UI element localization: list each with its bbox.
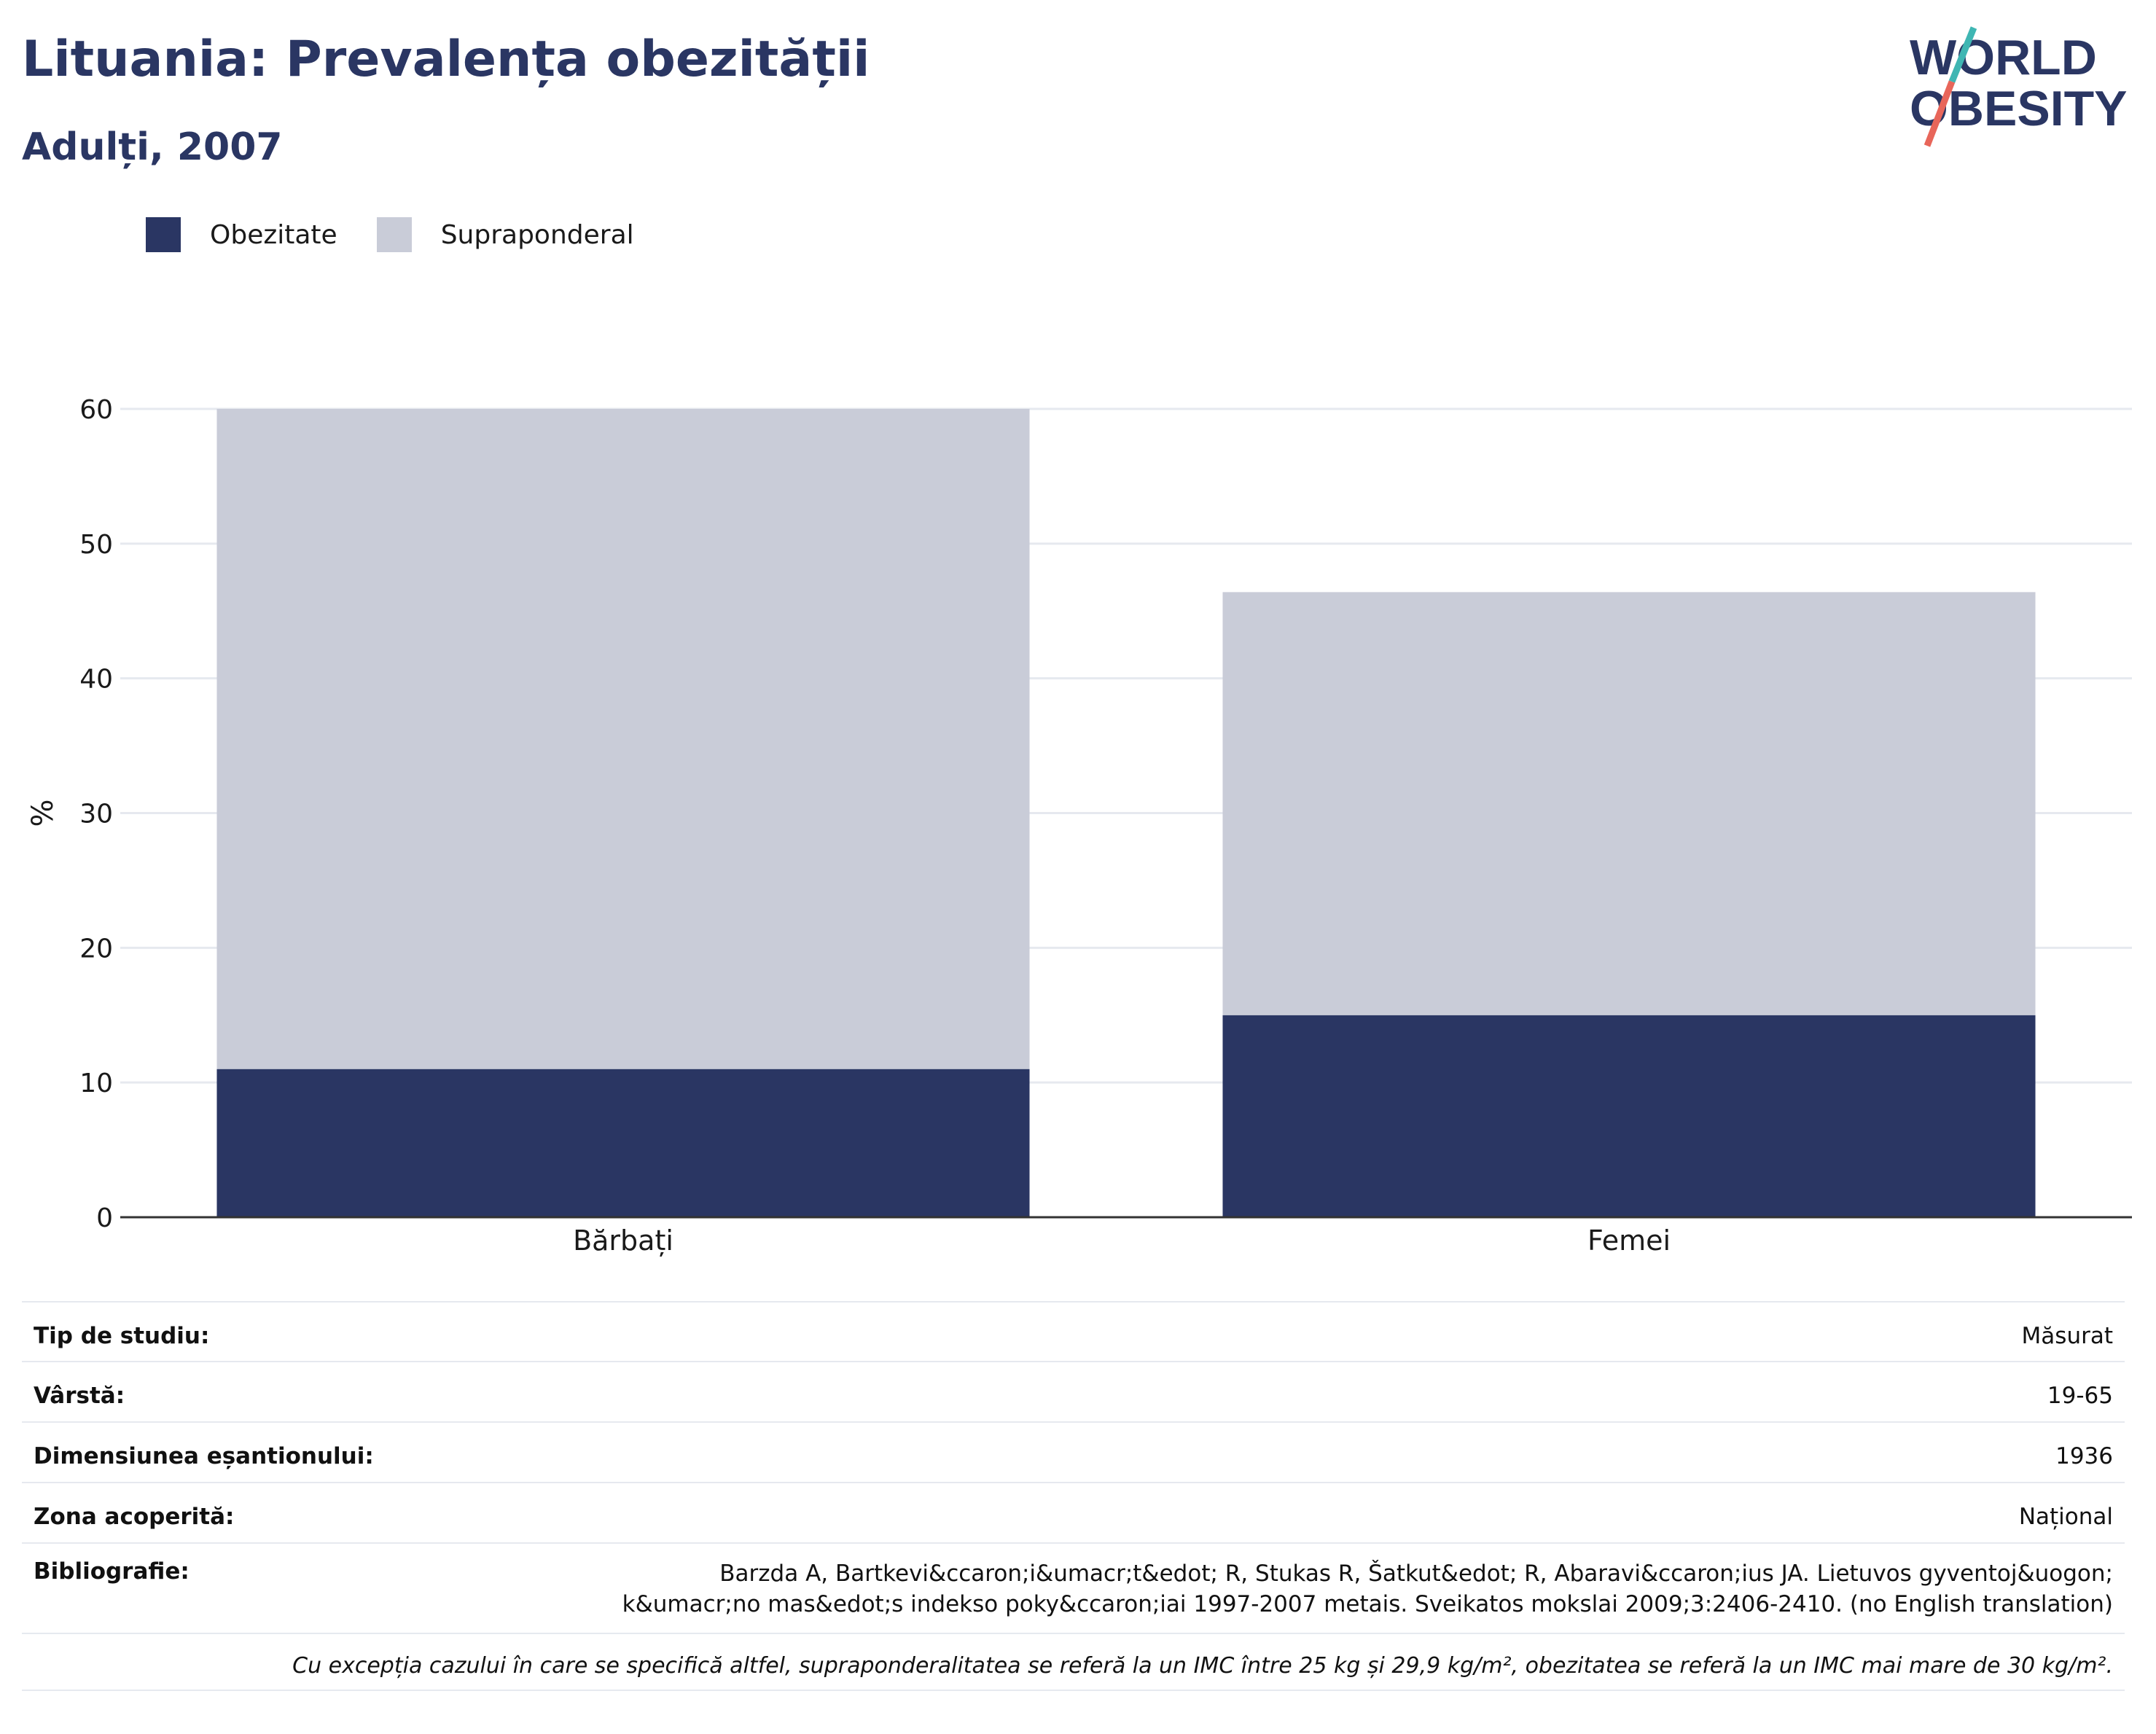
bibliography-label: Bibliografie: [34,1558,190,1585]
area-value: Național [2018,1504,2113,1530]
study-type-value: Măsurat [2021,1323,2113,1349]
study-info-table: Tip de studiu: Măsurat Vârstă: 19-65 Dim… [22,1301,2125,1691]
legend-item-overweight: Supraponderal [376,217,634,252]
y-tick-label: 0 [96,1203,113,1233]
age-value: 19-65 [2047,1383,2113,1409]
legend-item-obesity: Obezitate [146,217,337,252]
bibliography-value: Barzda A, Bartkevi&ccaron;i&umacr;t&edot… [622,1561,2113,1617]
info-row-bibliography: Bibliografie: Barzda A, Bartkevi&ccaron;… [22,1542,2125,1633]
page-subtitle: Adulți, 2007 [22,125,283,169]
sample-size-value: 1936 [2055,1443,2113,1469]
sample-size-label: Dimensiunea eșantionului: [34,1443,374,1469]
info-row-sample-size: Dimensiunea eșantionului: 1936 [22,1421,2125,1482]
bar-overweight-women [1222,592,2036,1015]
y-axis-title: % [26,799,60,827]
y-tick-label: 20 [79,934,113,964]
area-label: Zona acoperită: [34,1504,235,1530]
info-row-study-type: Tip de studiu: Măsurat [22,1301,2125,1361]
y-tick-label: 10 [79,1069,113,1098]
y-tick-label: 60 [79,395,113,425]
study-type-label: Tip de studiu: [34,1323,210,1349]
info-row-age: Vârstă: 19-65 [22,1361,2125,1421]
definition-note: Cu excepția cazului în care se specifică… [22,1633,2125,1691]
x-tick-label: Bărbați [573,1225,673,1257]
bar-obesity-men [216,1069,1030,1217]
legend-label-obesity: Obezitate [210,219,337,250]
world-obesity-logo: WORLD OBESITY [1910,26,2128,147]
page-title: Lituania: Prevalența obezității [22,31,870,88]
y-tick-label: 50 [79,530,113,560]
y-tick-label: 30 [79,800,113,829]
chart-legend: Obezitate Supraponderal [146,217,673,252]
stacked-bar-chart: 0 10 20 30 40 50 60% Bărbați Femei [26,395,2132,1257]
logo-line1: WORLD [1910,30,2097,85]
legend-label-overweight: Supraponderal [440,219,634,250]
legend-swatch-overweight [376,217,412,252]
y-tick-label: 40 [79,665,113,695]
bar-obesity-women [1222,1015,2036,1217]
x-tick-label: Femei [1587,1225,1671,1257]
legend-swatch-obesity [146,217,181,252]
bar-overweight-men [216,409,1030,1069]
age-label: Vârstă: [34,1383,125,1409]
info-row-area: Zona acoperită: Național [22,1482,2125,1542]
